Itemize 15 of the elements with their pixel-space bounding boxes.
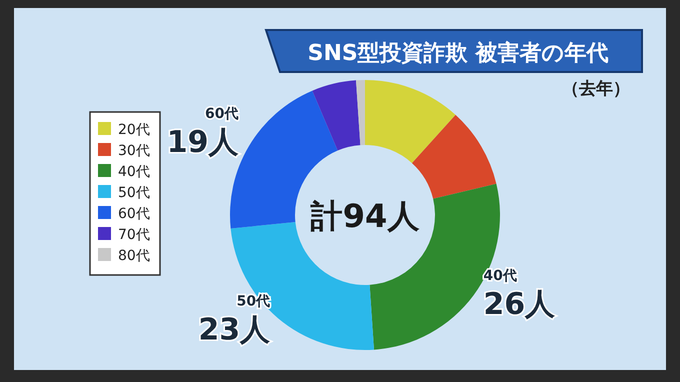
- data-label: 23人: [198, 312, 272, 348]
- slice-label: 40代: [483, 268, 517, 284]
- legend-label: 50代: [118, 185, 150, 201]
- legend-label: 40代: [118, 164, 150, 180]
- text: （去年）: [562, 79, 630, 99]
- legend-label: 20代: [118, 122, 150, 138]
- text: 計94人: [310, 197, 420, 235]
- legend-label: 30代: [118, 143, 150, 159]
- data-label: 26人: [483, 287, 556, 322]
- chart-title: SNS型投資詐欺 被害者の年代: [308, 40, 608, 66]
- data-label: 19人: [166, 125, 240, 160]
- legend-label: 60代: [118, 206, 150, 222]
- legend-label: 80代: [118, 248, 150, 264]
- slice-label: 60代: [205, 106, 239, 122]
- legend-label: 70代: [118, 227, 150, 243]
